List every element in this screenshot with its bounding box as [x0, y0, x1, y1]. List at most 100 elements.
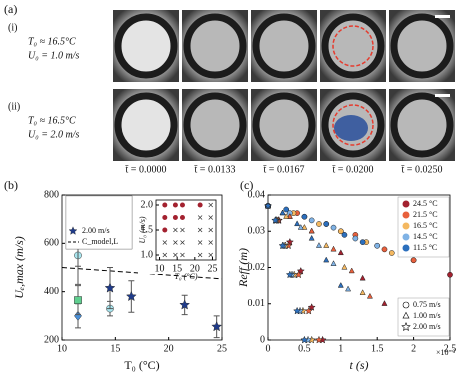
legend-swatch	[402, 233, 410, 241]
legend-label: 21.5 °C	[413, 210, 438, 219]
x-tick-label: 10	[57, 343, 67, 354]
inset-dot	[172, 215, 178, 220]
legend-label: 14.5 °C	[413, 232, 438, 241]
marker	[263, 201, 273, 210]
marker	[401, 322, 411, 332]
marker	[125, 290, 137, 302]
marker	[348, 267, 355, 274]
marker	[316, 221, 322, 227]
marker	[301, 223, 308, 230]
marker	[337, 281, 344, 288]
y-tick-label: 800	[44, 189, 59, 200]
y-tick-label: 400	[44, 286, 59, 297]
photo-drop-ring	[252, 92, 316, 158]
inset-cross	[180, 227, 185, 233]
x-tick-label: 25	[207, 263, 217, 274]
legend-label: 1.00 m/s	[413, 311, 441, 320]
row-label: (i)	[8, 22, 17, 33]
marker	[297, 223, 304, 230]
marker	[330, 245, 337, 252]
y-tick-label: 0	[260, 334, 265, 345]
marker	[179, 299, 191, 310]
marker	[286, 213, 293, 219]
x-tick-label: 20	[190, 263, 200, 274]
inset-dot	[162, 215, 168, 220]
marker	[352, 235, 359, 242]
marker	[337, 228, 344, 235]
inset-cross	[208, 227, 213, 233]
x-tick-label: 10	[155, 263, 165, 274]
marker	[68, 226, 78, 235]
y-axis-label: Reff (m)	[236, 248, 250, 288]
legend-label: C_model,L	[82, 237, 118, 246]
inset-cross	[208, 215, 213, 220]
marker	[307, 303, 316, 311]
photo-drop-ring	[114, 13, 178, 79]
inset-dot	[197, 202, 203, 208]
x-tick-label: 15	[172, 263, 182, 274]
photo-drop-ring	[183, 92, 247, 158]
legend-label: 16.5 °C	[413, 221, 438, 230]
scale-bar	[435, 15, 450, 18]
marker	[278, 241, 287, 250]
marker	[283, 206, 290, 213]
marker	[388, 250, 395, 256]
inset-cross	[208, 202, 213, 208]
marker	[330, 260, 337, 266]
inset-dot	[162, 227, 168, 233]
marker	[279, 209, 286, 216]
panel-label: (c)	[240, 178, 253, 192]
legend-swatch	[402, 244, 410, 252]
time-label: t̄ = 0.0200	[332, 164, 374, 175]
inset-cross	[197, 215, 203, 220]
time-label: t̄ = 0.0133	[194, 164, 236, 175]
legend-label: 24.5 °C	[413, 199, 438, 208]
marker	[366, 292, 373, 299]
x-axis-label: t (s)	[350, 358, 369, 372]
photo-drop-ring	[114, 92, 178, 158]
photo-marker	[332, 104, 374, 146]
marker	[308, 227, 315, 234]
legend-swatch	[402, 211, 410, 219]
row-temperature: T₀ ≈ 16.5°C	[28, 36, 76, 47]
y-tick-label: 200	[44, 334, 59, 345]
photo-drop-ring	[390, 13, 454, 79]
time-label: t̄ = 0.0167	[263, 164, 305, 175]
inset-cross	[208, 240, 213, 245]
row-speed: U₀ = 1.0 m/s	[28, 50, 79, 61]
marker	[211, 321, 223, 332]
marker	[341, 263, 348, 270]
marker	[381, 246, 388, 253]
inset-dot	[172, 202, 178, 208]
y-tick-label: 0.03	[248, 226, 266, 237]
photo-drop-ring	[390, 92, 454, 158]
legend-swatch	[402, 222, 410, 230]
marker	[301, 213, 308, 220]
marker	[271, 216, 280, 224]
legend-label: 2.00 m/s	[413, 322, 441, 331]
marker	[447, 271, 453, 278]
y-tick-label: 0.01	[248, 298, 266, 309]
marker	[314, 335, 324, 344]
panel-label: (a)	[4, 2, 17, 16]
inset-dot	[162, 202, 168, 208]
panel-label: (b)	[4, 178, 18, 192]
marker	[283, 213, 290, 219]
marker	[337, 249, 344, 256]
inset-cross	[173, 227, 178, 233]
marker	[341, 232, 348, 238]
x-tick-label: 20	[164, 343, 174, 354]
inset-cross	[208, 252, 213, 258]
row-speed: U₀ = 2.0 m/s	[28, 129, 79, 140]
photo-marker	[332, 25, 374, 67]
photo-drop-ring	[183, 13, 247, 79]
marker	[308, 217, 315, 224]
inset-cross	[180, 240, 185, 245]
marker	[402, 301, 410, 309]
x-tick-label: 0.5	[298, 343, 311, 354]
inset-cross	[197, 240, 203, 245]
y-tick-label: 0.04	[248, 189, 266, 200]
marker	[294, 220, 301, 227]
inset-y-label: U₀ (m/s)	[138, 216, 147, 243]
